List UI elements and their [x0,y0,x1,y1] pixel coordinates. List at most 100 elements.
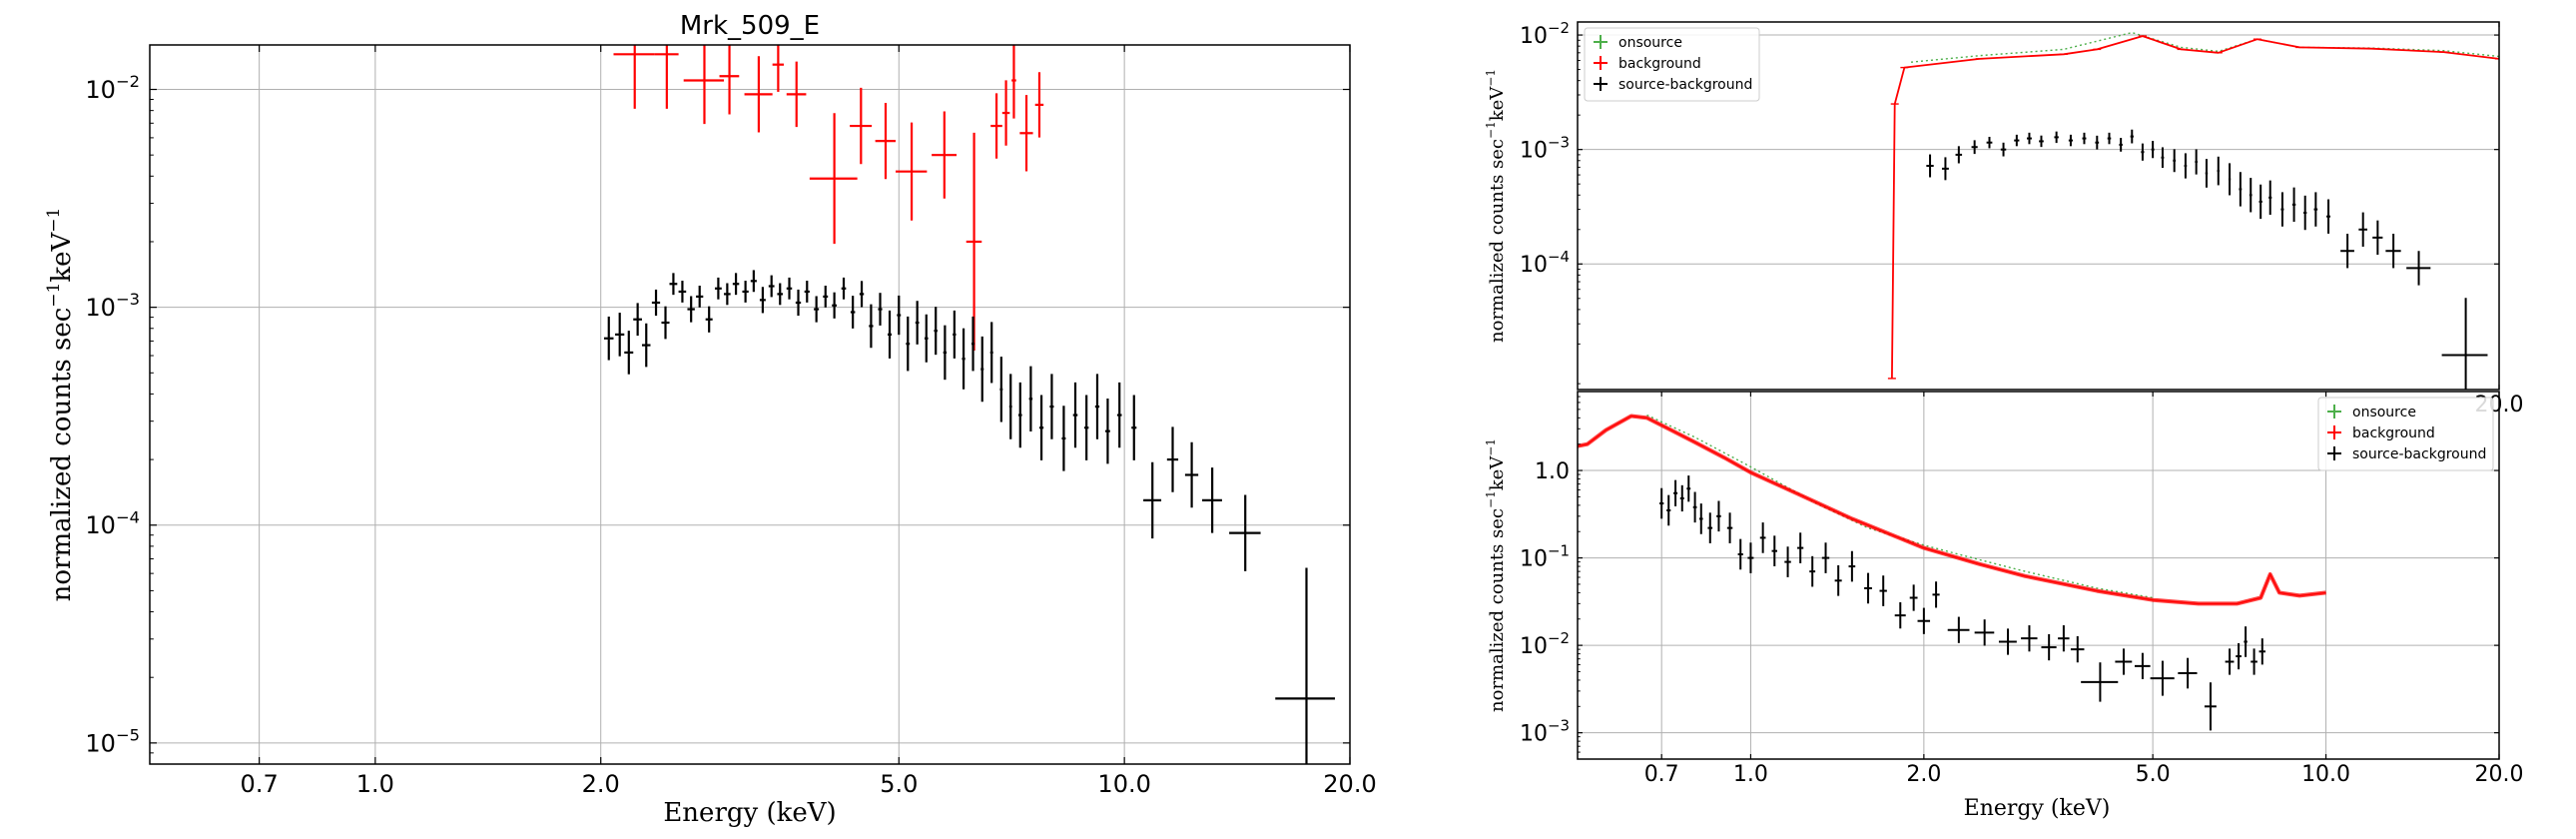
legend-label: background [1618,56,1701,72]
data-point [2151,141,2155,159]
y-label-unit: keV [1487,455,1508,491]
data-point [744,56,773,133]
series-onsource [1910,31,2499,63]
data-point [2115,648,2133,675]
data-point [896,122,928,221]
data-point [2058,625,2070,652]
y-tick-base: 10 [1520,634,1548,659]
x-tick-label: 0.7 [241,770,279,798]
data-point [1848,550,1856,582]
y-tick-label: 1.0 [1535,459,1570,484]
series-background [1578,414,2326,606]
data-point [989,322,993,384]
data-point [1028,366,1033,432]
data-point [2161,147,2165,169]
data-point [2130,129,2134,144]
data-point [841,277,847,300]
data-point [2258,638,2265,665]
data-point [1809,555,1816,587]
y-label-text: normalized counts sec [1487,508,1508,712]
data-point [1759,522,1766,553]
data-point [603,316,614,361]
data-point [777,283,784,306]
data-point [970,316,975,372]
y-label-text: normalized counts sec [1487,139,1508,343]
y-tick-base: 10 [85,294,116,322]
data-point [2054,131,2059,144]
data-point [2141,143,2145,161]
data-point [696,285,704,308]
data-point [1143,461,1162,539]
data-point [2244,626,2248,657]
data-point [1747,542,1754,573]
data-point [2313,192,2318,227]
data-point [615,313,625,357]
data-point [1797,532,1804,563]
data-point [1998,628,2017,655]
data-point [814,296,820,323]
data-point [1166,426,1179,492]
series-curve [1578,414,2326,606]
bottom-right-chart: 0.7 1.0 2.0 5.0 10.0 20.010−310−210−11.0 Ener… [1484,391,2523,821]
data-point [832,292,837,319]
data-point [2000,142,2007,157]
series-curve [1646,414,2154,599]
series-curve-core [1578,415,2326,605]
data-point [1707,512,1713,543]
y-label-unit: keV [1487,86,1508,122]
data-point [962,328,966,390]
data-point [1894,602,1906,629]
data-point [1034,72,1044,138]
data-point [850,296,856,329]
series-source-background [1926,129,2488,390]
data-point [1659,487,1664,519]
data-point [2081,662,2119,702]
data-point [2228,163,2232,196]
data-point [1001,80,1010,146]
data-point [953,310,957,359]
x-tick-label: 10.0 [1097,770,1150,798]
data-point [1018,382,1022,448]
data-point [2268,180,2272,216]
x-tick-label: 2.0 [1906,762,1941,787]
y-tick-base: 10 [1520,253,1548,278]
data-point [1673,479,1678,506]
y-tick-base: 10 [1520,24,1548,49]
y-axis-label: normalized counts sec−1keV−1 [1484,438,1508,712]
data-point [2021,625,2038,652]
data-point [2441,298,2488,390]
x-axis-label: Energy (keV) [1964,796,2111,821]
data-point [1049,374,1054,439]
legend-label: onsource [1618,35,1682,51]
axis-layer: 0.7 1.0 2.0 5.0 10.0 20.010−510−410−310−2 [85,45,1377,798]
data-point [2258,184,2262,220]
data-point [1917,607,1931,634]
data-point [2095,135,2100,150]
y-tick-exponent: −3 [1548,716,1570,734]
data-point [943,325,948,381]
y-tick-exponent: −2 [1548,629,1570,647]
data-point [2225,648,2235,675]
data-point [719,45,740,115]
legend: onsource background source-background [2317,397,2494,471]
series-background [1887,35,2499,380]
data-point [888,310,893,359]
chart-title: Mrk_509_E [680,11,820,41]
data-point [2039,135,2044,148]
y-tick-base: 10 [85,729,116,757]
y-tick-label: 10−2 [85,72,140,104]
data-point [1229,494,1261,571]
data-point [2385,234,2401,269]
data-point [1716,500,1721,532]
data-point [759,287,766,314]
data-point [2291,187,2296,223]
y-label-exp-2: −1 [44,208,64,233]
data-point [823,285,829,308]
data-point [1038,395,1044,460]
y-tick-exponent: −4 [1548,248,1570,266]
legend-label: onsource [2352,405,2416,420]
data-point [1737,538,1743,570]
y-tick-exponent: −2 [1548,19,1570,37]
data-point [1131,395,1137,460]
data-point [772,45,784,92]
